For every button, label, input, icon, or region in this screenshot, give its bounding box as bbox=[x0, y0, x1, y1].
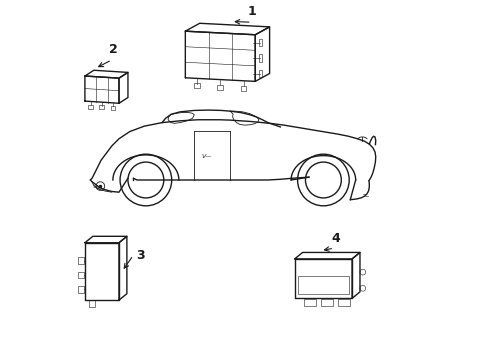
Text: V—: V— bbox=[201, 154, 212, 159]
Bar bbox=[78, 257, 84, 264]
Bar bbox=[240, 86, 246, 91]
Bar bbox=[258, 54, 262, 62]
Bar bbox=[217, 85, 223, 90]
Text: 2: 2 bbox=[109, 43, 118, 56]
Bar bbox=[258, 39, 262, 46]
Bar bbox=[303, 299, 315, 306]
Text: 3: 3 bbox=[136, 249, 144, 262]
Text: 4: 4 bbox=[331, 231, 340, 244]
Bar bbox=[78, 272, 84, 278]
Bar bbox=[194, 84, 200, 89]
Bar bbox=[258, 70, 262, 77]
Bar bbox=[320, 299, 332, 306]
Bar bbox=[88, 105, 93, 109]
Text: 1: 1 bbox=[247, 5, 256, 18]
Bar bbox=[78, 286, 84, 293]
Bar bbox=[88, 300, 95, 307]
Bar bbox=[111, 106, 115, 110]
Bar bbox=[337, 299, 349, 306]
Bar bbox=[297, 276, 348, 294]
Bar bbox=[99, 105, 104, 109]
